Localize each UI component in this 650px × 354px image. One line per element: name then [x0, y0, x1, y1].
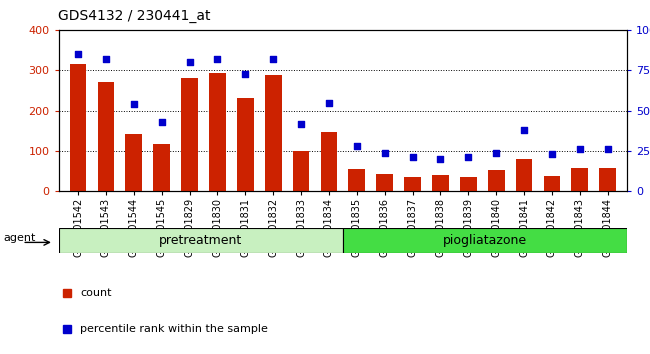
- Point: [603, 147, 613, 152]
- Point: [129, 101, 139, 107]
- Point: [491, 150, 501, 155]
- Bar: [320, 132, 337, 191]
- Bar: [543, 176, 560, 191]
- Bar: [125, 133, 142, 191]
- Point: [73, 51, 83, 57]
- Bar: [571, 168, 588, 191]
- Text: percentile rank within the sample: percentile rank within the sample: [80, 324, 268, 333]
- Point: [185, 59, 195, 65]
- Bar: [70, 64, 86, 191]
- Text: agent: agent: [3, 233, 35, 243]
- Point: [408, 154, 418, 160]
- Bar: [98, 82, 114, 191]
- Bar: [599, 168, 616, 191]
- Text: pretreatment: pretreatment: [159, 234, 242, 247]
- Text: count: count: [80, 288, 112, 298]
- Point: [352, 143, 362, 149]
- Bar: [404, 177, 421, 191]
- Bar: [348, 170, 365, 191]
- Bar: [515, 159, 532, 191]
- Bar: [181, 78, 198, 191]
- Bar: [292, 151, 309, 191]
- Point: [268, 56, 278, 62]
- Bar: [209, 73, 226, 191]
- Point: [436, 156, 446, 162]
- Point: [212, 56, 222, 62]
- Bar: [488, 170, 504, 191]
- Point: [575, 147, 585, 152]
- Point: [240, 71, 250, 76]
- Bar: [265, 75, 281, 191]
- Bar: [376, 174, 393, 191]
- Bar: [460, 177, 476, 191]
- Text: piogliatazone: piogliatazone: [443, 234, 527, 247]
- Point: [101, 56, 111, 62]
- Bar: [153, 144, 170, 191]
- Bar: [237, 98, 254, 191]
- Point: [380, 150, 390, 155]
- Point: [157, 119, 167, 125]
- Point: [463, 154, 474, 160]
- Text: GDS4132 / 230441_at: GDS4132 / 230441_at: [58, 9, 211, 23]
- Point: [324, 100, 334, 105]
- Bar: [58, 228, 343, 253]
- Point: [547, 151, 557, 157]
- Point: [296, 121, 306, 126]
- Point: [519, 127, 529, 133]
- Bar: [343, 228, 627, 253]
- Bar: [432, 175, 448, 191]
